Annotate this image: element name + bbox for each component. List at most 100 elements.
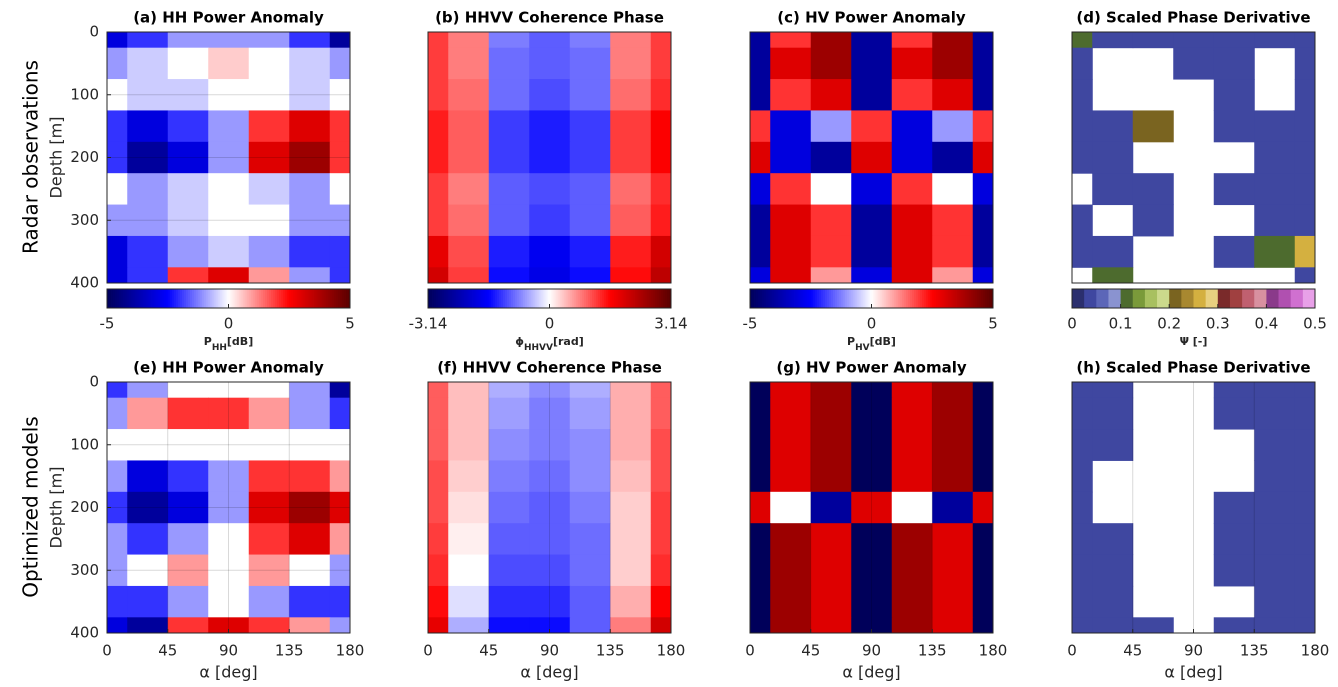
colorbar-swatch bbox=[794, 289, 797, 308]
colorbar-swatch bbox=[859, 289, 862, 308]
colorbar-swatch bbox=[210, 289, 213, 308]
cell bbox=[329, 491, 350, 524]
cell bbox=[488, 173, 530, 206]
colorbar-swatch bbox=[173, 289, 177, 308]
colorbar-swatch bbox=[490, 289, 494, 308]
colorbar-swatch bbox=[654, 289, 658, 308]
cell bbox=[750, 110, 771, 143]
cell bbox=[891, 397, 933, 430]
colorbar-swatch bbox=[865, 289, 868, 308]
cell bbox=[1254, 204, 1296, 237]
cell bbox=[1072, 617, 1093, 633]
colorbar-swatch bbox=[295, 289, 298, 308]
cell bbox=[167, 141, 209, 174]
cell bbox=[167, 110, 209, 143]
cell bbox=[529, 460, 571, 493]
colorbar-swatch bbox=[760, 289, 763, 308]
cell bbox=[932, 173, 974, 206]
colorbar-swatch bbox=[881, 289, 885, 308]
cell bbox=[610, 554, 652, 587]
cell bbox=[569, 173, 611, 206]
cell bbox=[650, 235, 671, 268]
cell bbox=[650, 585, 671, 618]
cell bbox=[770, 141, 812, 174]
colorbar-swatch bbox=[828, 289, 832, 308]
cell bbox=[750, 523, 771, 556]
cell bbox=[1213, 235, 1255, 268]
cell bbox=[428, 141, 449, 174]
cell bbox=[1254, 491, 1296, 524]
cell bbox=[167, 429, 209, 461]
colorbar-swatch bbox=[458, 289, 461, 308]
colorbar-swatch bbox=[271, 289, 274, 308]
cell bbox=[127, 204, 169, 237]
cell bbox=[1213, 110, 1255, 143]
colorbar-swatch bbox=[107, 289, 110, 308]
cell bbox=[972, 173, 993, 206]
colorbar-swatch bbox=[824, 289, 828, 308]
colorbar-swatch bbox=[230, 289, 233, 308]
cell bbox=[248, 397, 290, 430]
colorbar-swatch bbox=[141, 289, 144, 308]
cells bbox=[1072, 382, 1315, 633]
colorbar-swatch bbox=[454, 289, 457, 308]
colorbar-swatch bbox=[523, 289, 526, 308]
cell bbox=[932, 141, 974, 174]
cell bbox=[810, 382, 852, 399]
cell bbox=[428, 554, 449, 587]
colorbar-swatch bbox=[596, 289, 599, 308]
cell bbox=[529, 110, 571, 143]
cell bbox=[488, 204, 530, 237]
colorbar-swatch bbox=[315, 289, 318, 308]
colorbar-swatch bbox=[236, 289, 240, 308]
colorbar-swatch bbox=[577, 289, 581, 308]
cell bbox=[770, 235, 812, 268]
colorbar-swatch bbox=[561, 289, 565, 308]
colorbar-swatch bbox=[337, 289, 341, 308]
cell bbox=[972, 141, 993, 174]
colorbar-swatch bbox=[802, 289, 806, 308]
cell bbox=[289, 382, 331, 399]
colorbar-swatch bbox=[498, 289, 502, 308]
cell bbox=[428, 382, 449, 399]
cell bbox=[851, 110, 893, 143]
cell bbox=[650, 397, 671, 430]
cell bbox=[488, 235, 530, 268]
cell bbox=[750, 141, 771, 174]
cell bbox=[208, 267, 250, 283]
colorbar-swatch bbox=[974, 289, 978, 308]
cell bbox=[1294, 585, 1315, 618]
cell bbox=[1173, 47, 1215, 80]
cell bbox=[569, 523, 611, 556]
colorbar-swatch bbox=[936, 289, 939, 308]
x-tick-label: 0 bbox=[423, 642, 433, 660]
y-tick-label: 100 bbox=[70, 435, 99, 453]
cell bbox=[107, 173, 128, 206]
cell bbox=[248, 429, 290, 461]
cell bbox=[1072, 523, 1093, 556]
colorbar-tick-label: 5 bbox=[988, 315, 998, 333]
colorbar-swatch bbox=[432, 289, 435, 308]
colorbar-swatch bbox=[922, 289, 925, 308]
x-tick-label: 135 bbox=[918, 642, 947, 660]
colorbar-swatch bbox=[778, 289, 781, 308]
cell bbox=[1213, 79, 1255, 111]
cell bbox=[248, 173, 290, 206]
colorbar-swatch bbox=[780, 289, 783, 308]
cell bbox=[770, 110, 812, 143]
colorbar-swatch bbox=[831, 289, 834, 308]
cell bbox=[289, 141, 331, 174]
colorbar-swatch bbox=[583, 289, 587, 308]
cell bbox=[1213, 382, 1255, 399]
cell bbox=[932, 429, 974, 461]
colorbar-swatch bbox=[194, 289, 197, 308]
cell bbox=[107, 267, 128, 283]
colorbar-swatch bbox=[519, 289, 522, 308]
panel-title: (f) HHVV Coherence Phase bbox=[437, 359, 662, 377]
cell bbox=[329, 460, 350, 493]
colorbar-swatch bbox=[1181, 289, 1194, 308]
cell bbox=[851, 173, 893, 206]
row-label: Optimized models bbox=[19, 416, 43, 597]
cell bbox=[810, 397, 852, 430]
colorbar-swatch bbox=[273, 289, 276, 308]
